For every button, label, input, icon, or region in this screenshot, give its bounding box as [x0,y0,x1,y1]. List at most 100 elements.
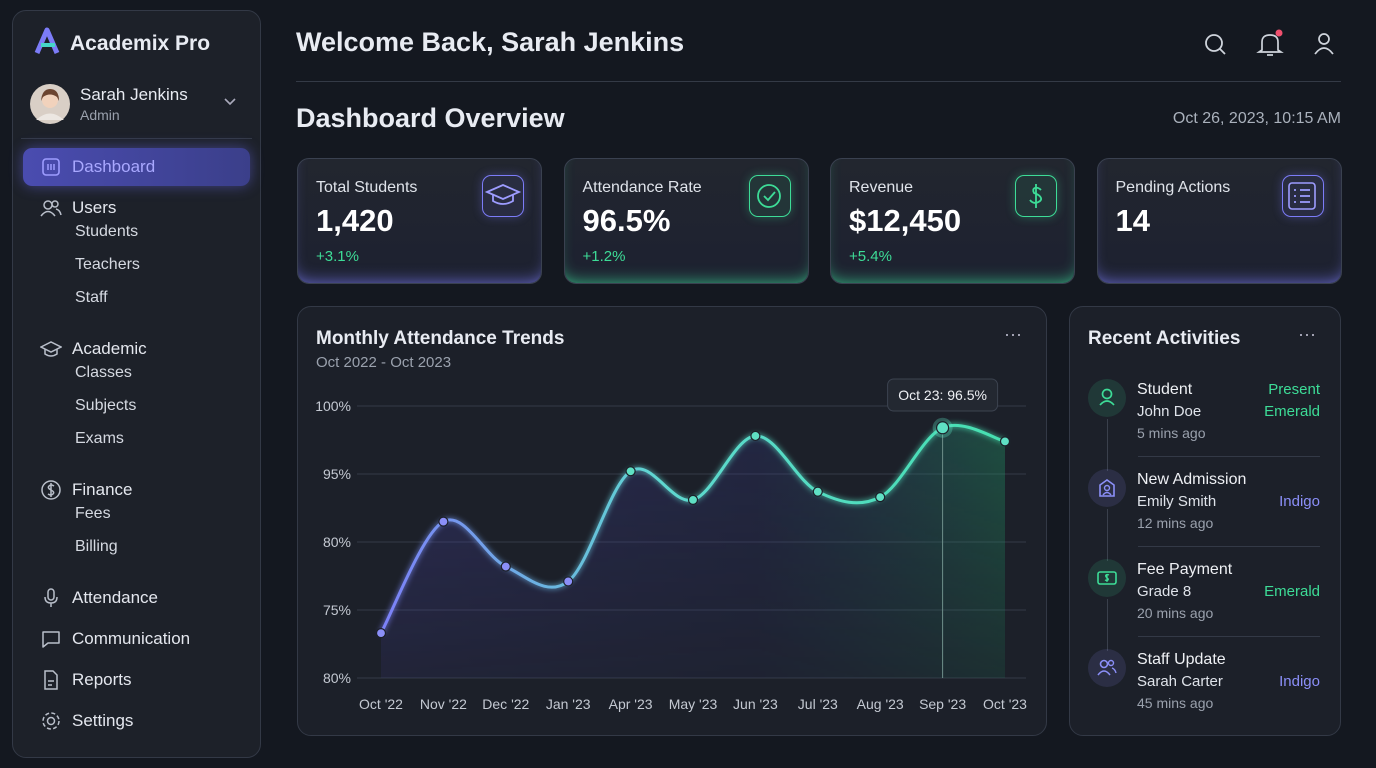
y-tick-label: 80% [323,670,351,686]
stat-icon [482,175,524,217]
nav-item[interactable]: Communication [72,629,191,648]
app-name: Academix Pro [70,32,211,55]
x-tick-label: Aug '23 [857,696,904,712]
avatar [30,84,70,124]
icon [757,183,781,208]
stat-icon [1281,175,1324,217]
stat-icon [748,175,791,217]
line [379,423,1006,634]
stat-label: Pending Actions [1115,179,1231,196]
nav-icon [42,631,60,648]
header-icons [1205,29,1334,56]
chart-subtitle: Oct 2022 - Oct 2023 [316,354,452,371]
activity-time: 5 mins ago [1137,425,1206,441]
timeline-line [1107,599,1108,651]
stat-value: 1,420 [316,203,394,238]
x-tick-label: Oct '23 [983,696,1027,712]
sidebar: Academix Pro Sarah Jenkins Admin Dashboa… [12,10,261,758]
x-tick-label: Jan '23 [546,696,591,712]
activities-panel: Recent Activities ⋯ Student John Doe 5 min… [1069,306,1341,736]
x-tick-label: Sep '23 [919,696,966,712]
stat-card: Revenue $12,450 +5.4% [830,158,1075,284]
divider [21,138,252,139]
point [935,421,950,435]
activity-tag: Indigo [1279,493,1320,510]
nav-icon [41,480,61,500]
profile-icon[interactable] [1314,33,1334,55]
stat-change: +3.1% [316,248,359,265]
activity-time: 45 mins ago [1137,695,1214,711]
y-tick-label: 100% [315,398,351,414]
nav-subitem[interactable]: Classes [75,364,132,381]
nav-subitem[interactable]: Teachers [75,256,140,273]
greeting: Welcome Back, Sarah Jenkins [296,27,685,57]
nav-item[interactable]: Academic [72,339,147,358]
activity-title: New Admission [1137,471,1247,488]
activity-time: 12 mins ago [1137,515,1214,531]
stat-card: Attendance Rate 96.5% +1.2% [563,158,809,284]
nav-item[interactable]: Attendance [72,588,159,607]
stat-change: +1.2% [582,248,626,265]
nav-item[interactable]: Finance [72,480,133,499]
nav-item[interactable]: Settings [72,711,134,730]
nav-subitem[interactable]: Subjects [75,397,137,414]
header-divider [296,81,1341,82]
point [875,492,886,503]
datetime: Oct 26, 2023, 10:15 AM [1172,110,1341,127]
stat-change: +5.4% [849,248,892,265]
nav-subitem[interactable]: Exams [75,430,124,447]
stat-label: Revenue [849,179,914,196]
y-tick-label: 95% [323,466,351,482]
activity-detail: John Doe [1137,403,1202,420]
stat-value: 14 [1115,203,1150,238]
nav-item[interactable]: Dashboard [72,157,156,176]
user-menu-toggle[interactable] [223,97,237,107]
chart-menu[interactable]: ⋯ [1004,325,1022,345]
item-divider [1138,456,1320,457]
nav-item[interactable]: Users [72,198,117,217]
activity-time: 20 mins ago [1137,605,1214,621]
stat-icon [1015,175,1057,217]
point [625,466,636,477]
user-name: Sarah Jenkins [80,85,188,104]
nav-item[interactable]: Reports [72,670,132,689]
stat-value: 96.5% [582,203,671,238]
search-icon[interactable] [1205,34,1226,55]
point [438,516,449,527]
point [375,628,387,639]
nav-icon [44,670,58,690]
y-tick-label: 75% [323,602,351,618]
nav-subitem[interactable]: Billing [75,538,118,555]
nav-subitem[interactable]: Fees [75,505,111,522]
notification-icon[interactable] [1256,29,1284,56]
activity-icon [1088,379,1126,417]
activity-icon [1088,469,1126,507]
activity-detail: Grade 8 [1137,583,1192,600]
nav-subitem[interactable]: Staff [75,289,108,306]
nav-subitem[interactable]: Students [75,223,139,240]
stat-label: Total Students [316,179,418,196]
activity-title: Student [1137,381,1193,398]
stat-label: Attendance Rate [582,179,702,196]
x-tick-label: May '23 [669,696,718,712]
icon [1288,181,1316,210]
x-tick-label: Apr '23 [609,696,653,712]
nav-icon [44,588,58,607]
stat-card: Total Students 1,420 +3.1% [297,158,542,284]
x-tick-label: Dec '22 [482,696,529,712]
activity-tag: Indigo [1279,673,1320,690]
icon [484,183,521,205]
point [999,436,1011,447]
page-title: Dashboard Overview [296,103,565,133]
activities-menu[interactable]: ⋯ [1298,325,1316,345]
activity-icon [1088,559,1126,597]
nav-icon [40,341,62,357]
timeline-line [1107,419,1108,471]
nav-icon [42,158,60,176]
user-role: Admin [80,107,120,123]
point [812,486,823,497]
tooltip-bg [887,378,999,412]
item-divider [1138,546,1320,547]
x-tick-label: Nov '22 [420,696,467,712]
chart-panel: Monthly Attendance Trends Oct 2022 - Oct… [297,306,1047,736]
